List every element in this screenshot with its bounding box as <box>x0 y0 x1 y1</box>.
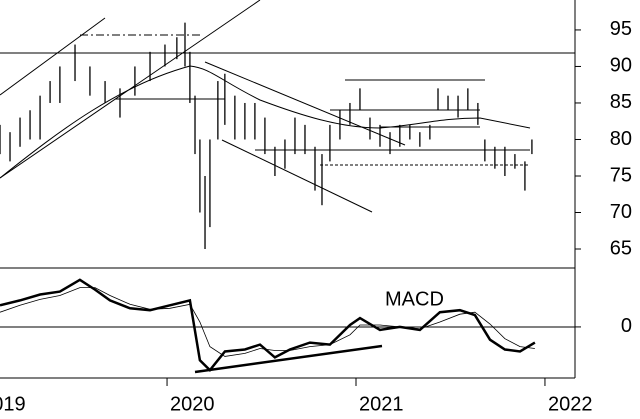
y-tick-label: 95 <box>610 18 632 40</box>
y-tick-label: 85 <box>610 91 632 113</box>
macd-line <box>0 278 536 372</box>
x-tick-label: 2022 <box>548 393 593 415</box>
x-tick-label: 2021 <box>359 393 404 415</box>
y-tick-label: 65 <box>610 237 632 259</box>
y-tick-label: 90 <box>610 55 632 77</box>
y-tick-label: 75 <box>610 164 632 186</box>
y-tick-label: 70 <box>610 201 632 223</box>
y-tick-label: 0 <box>621 315 632 337</box>
y-tick-label: 80 <box>610 128 632 150</box>
x-tick-label: 2019 <box>0 393 26 415</box>
annotations <box>0 0 576 379</box>
annotation: MACD <box>385 288 444 310</box>
x-tick-label: 2020 <box>170 393 215 415</box>
macd-line <box>0 287 535 357</box>
